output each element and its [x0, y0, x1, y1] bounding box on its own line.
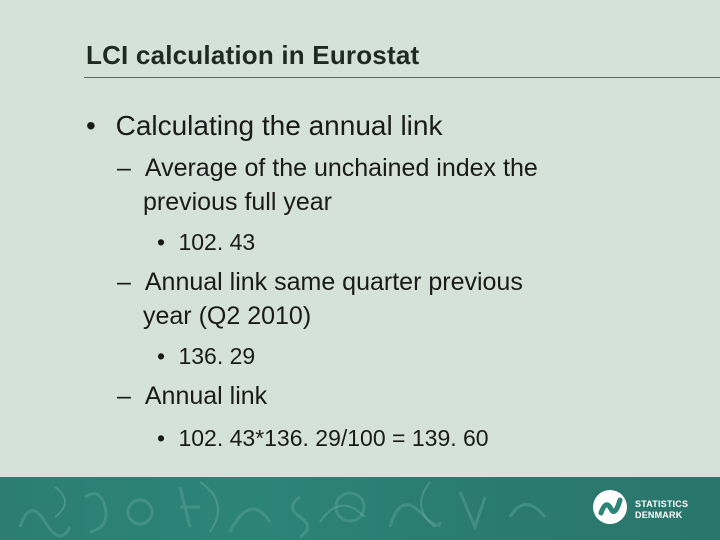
bullet-marker: •: [157, 343, 166, 369]
subbullet-text: Average of the unchained index the: [144, 154, 538, 182]
statistics-denmark-logo-icon: [593, 490, 627, 524]
dash-marker: –: [117, 382, 131, 410]
bullet-marker: •: [157, 229, 166, 255]
subbullet-text: Annual link: [144, 382, 268, 410]
slide-title: LCI calculation in Eurostat: [86, 40, 420, 70]
bullet-annual-link: • Calculating the annual link: [86, 110, 442, 142]
formula-text: 102. 43*136. 29/100 = 139. 60: [178, 425, 489, 451]
value-text: 136. 29: [178, 343, 256, 369]
bullet-marker: •: [86, 110, 96, 141]
value-bullet-formula: • 102. 43*136. 29/100 = 139. 60: [157, 425, 489, 452]
subbullet-annual-link: – Annual link: [117, 382, 267, 411]
subbullet-same-quarter: – Annual link same quarter previous: [117, 268, 523, 297]
bullet-text: Calculating the annual link: [115, 110, 443, 141]
subbullet-average: – Average of the unchained index the: [117, 154, 538, 183]
title-divider: [84, 77, 720, 78]
value-bullet-102-43: • 102. 43: [157, 229, 255, 256]
footer-decoration: [18, 481, 547, 539]
logo-line-denmark: DENMARK: [635, 510, 683, 520]
value-bullet-136-29: • 136. 29: [157, 343, 255, 370]
dash-marker: –: [117, 268, 131, 296]
subbullet-average-continued: previous full year: [143, 188, 332, 216]
logo-wordmark: STATISTICS DENMARK: [635, 499, 688, 521]
subbullet-text: Annual link same quarter previous: [144, 268, 523, 296]
bullet-marker: •: [157, 425, 166, 451]
logo-line-statistics: STATISTICS: [635, 499, 689, 509]
dash-marker: –: [117, 154, 131, 182]
subbullet-same-quarter-continued: year (Q2 2010): [143, 302, 312, 330]
value-text: 102. 43: [178, 229, 256, 255]
